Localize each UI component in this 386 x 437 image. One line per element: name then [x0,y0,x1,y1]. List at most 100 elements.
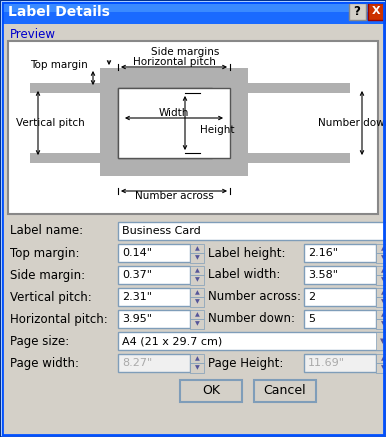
Bar [190,363,204,373]
Bar [190,275,204,285]
Bar [100,68,118,176]
Text: ▼: ▼ [381,321,385,326]
Bar [190,244,204,253]
Text: Cancel: Cancel [264,385,306,398]
Text: 8.27": 8.27" [122,358,152,368]
Text: A4 (21 x 29.7 cm): A4 (21 x 29.7 cm) [122,336,222,346]
Bar [376,332,386,350]
Bar [376,288,386,297]
Bar [190,354,204,363]
Text: 11.69": 11.69" [308,358,345,368]
Text: ▼: ▼ [195,255,200,260]
Text: Horizontal pitch: Horizontal pitch [132,57,215,67]
Bar [190,319,204,329]
Text: Height: Height [200,125,235,135]
Bar [376,244,386,253]
Bar [190,253,204,263]
Bar [376,275,386,285]
Text: Label name:: Label name: [10,225,83,237]
Bar [118,244,190,262]
Text: Width: Width [159,108,189,118]
Text: ▼: ▼ [381,277,385,282]
Text: ▼: ▼ [195,321,200,326]
Bar [376,297,386,307]
Text: Top margin:: Top margin: [10,246,80,260]
Bar [368,3,385,20]
Text: ▼: ▼ [381,299,385,304]
Text: ▲: ▲ [381,246,385,251]
Bar [30,153,100,163]
Bar [0,0,386,12]
Text: ▲: ▲ [195,246,200,251]
Bar [190,266,204,275]
Text: ▲: ▲ [195,268,200,273]
Text: ▼: ▼ [380,338,386,344]
Bar [304,244,376,262]
Text: Business Card: Business Card [122,226,201,236]
Text: ?: ? [354,5,361,18]
Text: 3.58": 3.58" [308,270,338,280]
Text: Label height:: Label height: [208,246,286,260]
Bar [118,332,386,350]
Bar [118,310,190,328]
Bar [118,222,386,240]
Text: Side margin:: Side margin: [10,268,85,281]
Text: ▼: ▼ [195,277,200,282]
Text: 0.37": 0.37" [122,270,152,280]
Text: ▲: ▲ [381,268,385,273]
Bar [118,288,190,306]
Text: 2.31": 2.31" [122,292,152,302]
Text: 2.16": 2.16" [308,248,338,258]
Bar [376,319,386,329]
Text: ▲: ▲ [195,356,200,361]
Text: 0.14": 0.14" [122,248,152,258]
Bar [190,288,204,297]
Text: Side margins: Side margins [151,47,219,57]
Text: Top margin: Top margin [30,60,88,70]
Text: OK: OK [202,385,220,398]
Bar [304,288,376,306]
Bar [180,380,242,402]
Text: 3.95": 3.95" [122,314,152,324]
Text: Page width:: Page width: [10,357,79,370]
Text: Vertical pitch: Vertical pitch [16,118,85,128]
Bar [118,266,190,284]
Text: ▼: ▼ [195,365,200,370]
Text: Number across: Number across [135,191,213,201]
Bar [376,266,386,275]
Bar [376,310,386,319]
Text: ▲: ▲ [381,290,385,295]
Bar [349,3,366,20]
Text: Label Details: Label Details [8,5,110,19]
Bar [118,88,212,158]
Text: Page size:: Page size: [10,334,69,347]
Bar [30,83,100,93]
Bar [118,88,230,158]
Text: Number down:: Number down: [208,312,295,326]
Bar [376,363,386,373]
Bar [376,253,386,263]
Text: Horizontal pitch:: Horizontal pitch: [10,312,108,326]
Text: Preview: Preview [10,28,56,41]
Text: ▲: ▲ [381,356,385,361]
Bar [100,68,248,88]
Bar [248,83,350,93]
Text: ▲: ▲ [195,312,200,317]
Bar [304,310,376,328]
Bar [100,158,248,176]
Bar [376,354,386,363]
Bar [8,41,378,214]
Bar [190,297,204,307]
Bar [304,266,376,284]
Text: X: X [372,7,380,17]
Bar [1,1,2,436]
Bar [304,354,376,372]
Bar [1,1,385,2]
Text: Number across:: Number across: [208,291,301,304]
Text: ▲: ▲ [195,290,200,295]
Text: Label width:: Label width: [208,268,280,281]
Bar [254,380,316,402]
Text: 2: 2 [308,292,315,302]
Text: Page Height:: Page Height: [208,357,283,370]
Text: ▼: ▼ [381,365,385,370]
